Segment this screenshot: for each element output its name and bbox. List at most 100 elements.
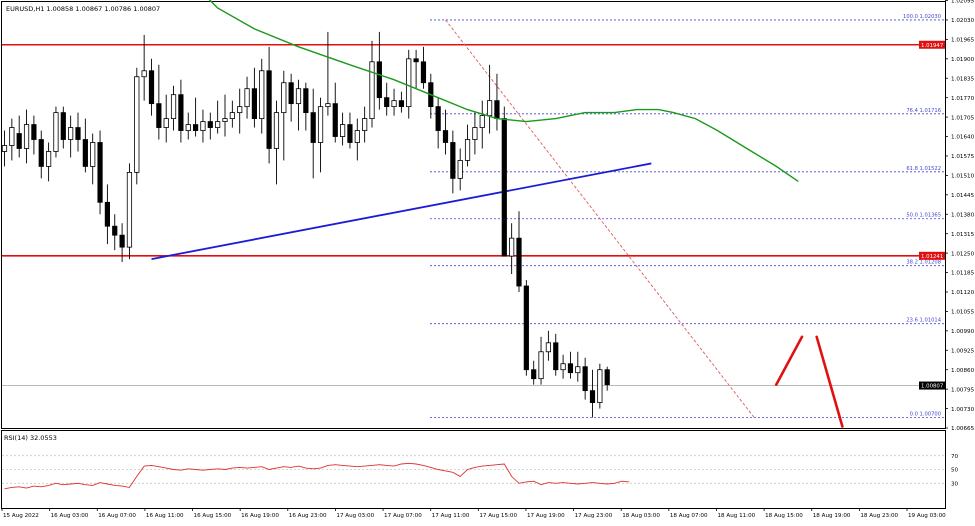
fib-level-label: 38.2 1.01208 [906,260,941,266]
price-tick-label: 1.01770 [951,96,975,102]
rsi-pane-frame [1,430,946,509]
candle-bearish [266,70,272,149]
resistance-level-tag [919,40,945,49]
time-tick-label: 18 Aug 11:00 [717,513,755,519]
fib-level-label: 61.8 1.01522 [906,166,941,172]
price-tick-label: 1.00795 [951,387,975,393]
rsi-tick-label: 50 [951,468,959,474]
candle-bullish [170,94,177,119]
candle-bearish [119,234,125,248]
candle-bearish [207,121,213,128]
candle-bearish [501,118,507,257]
time-tick-label: 17 Aug 11:00 [432,513,470,519]
candle-bullish [273,112,280,149]
price-tick-label: 1.01445 [951,193,975,199]
price-tick-label: 1.01965 [951,38,975,44]
price-tick-label: 1.01185 [951,271,975,277]
candle-bullish [545,342,552,353]
price-tick-label: 1.02095 [951,0,975,5]
candle-bullish [391,100,397,108]
candle-bullish [163,118,169,128]
candle-bullish [9,127,15,146]
price-tick-label: 1.01055 [951,310,975,316]
time-tick-label: 18 Aug 03:00 [622,513,660,519]
candle-bullish [229,112,235,119]
time-tick-label: 17 Aug 19:00 [527,513,565,519]
candle-bearish [303,88,309,114]
moving-average-line [208,0,799,182]
price-tick-label: 1.01510 [951,174,975,180]
candle-bearish [582,366,588,392]
fib-level-label: 76.4 1.01716 [906,108,941,114]
support-trend-line [151,162,652,260]
fib-level-label: 0.0 1.00700 [910,412,941,418]
candle-bullish [486,100,493,117]
candle-bullish [134,76,140,173]
price-pane-frame [1,1,946,429]
time-tick-label: 18 Aug 23:00 [860,513,898,519]
price-tick-label: 1.00925 [951,348,975,354]
candle-bullish [597,369,603,403]
candle-bearish [604,369,610,386]
candle-bearish [251,88,257,119]
candle-bearish [104,201,110,227]
candle-bearish [310,112,316,143]
candle-bearish [156,103,162,128]
candle-bullish [1,145,8,152]
price-tick-label: 1.01250 [951,251,975,257]
candle-bullish [53,112,59,152]
projection-up-leg [774,335,804,386]
rsi-series-line [4,462,630,490]
candle-bullish [222,118,228,122]
time-tick-label: 17 Aug 03:00 [336,513,374,519]
candle-bearish [82,139,88,167]
time-tick-label: 18 Aug 07:00 [670,513,708,519]
current-price-tag [919,381,945,390]
candle-bullish [68,127,74,140]
resistance-level-label: 1.01241 [921,254,943,260]
rsi-tick-label: 70 [951,454,959,460]
price-tick-label: 1.02030 [951,18,975,24]
candle-bullish [90,142,96,167]
candle-bullish [185,124,191,131]
candle-bullish [560,363,566,371]
time-tick-label: 16 Aug 03:00 [51,513,89,519]
candle-bearish [589,390,596,403]
time-tick-label: 17 Aug 15:00 [479,513,517,519]
candle-bearish [332,103,338,137]
candle-bullish [46,151,52,167]
price-tick-label: 1.01380 [951,212,975,218]
candle-bullish [281,82,287,114]
candle-bearish [376,61,382,99]
candle-bullish [215,121,221,128]
price-tick-label: 1.01575 [951,154,975,160]
candle-bullish [538,351,544,380]
time-tick-label: 15 Aug 2022 [3,513,39,519]
fib-diagonal-line [445,19,755,418]
resistance-level-label: 1.01947 [921,43,943,49]
time-tick-label: 16 Aug 11:00 [146,513,184,519]
candle-bullish [200,121,206,131]
candle-bearish [442,130,449,143]
candle-bullish [354,130,360,143]
candle-bearish [523,285,529,371]
candle-bullish [244,88,250,108]
candle-bullish [472,127,478,140]
price-tick-label: 1.00860 [951,368,975,374]
candle-bearish [398,100,405,108]
candle-bearish [60,112,66,140]
candle-bullish [362,118,368,131]
time-tick-label: 17 Aug 07:00 [384,513,422,519]
projection-down-leg [815,335,844,428]
fib-level-label: 23.6 1.01014 [906,318,941,324]
candle-bearish [288,82,294,105]
candle-bullish [406,58,412,108]
candle-bearish [531,369,537,380]
candle-bullish [23,124,30,149]
time-tick-label: 16 Aug 19:00 [241,513,279,519]
candle-bearish [75,127,81,140]
time-tick-label: 16 Aug 15:00 [194,513,232,519]
candle-bullish [259,70,265,119]
candle-bullish [141,70,147,78]
